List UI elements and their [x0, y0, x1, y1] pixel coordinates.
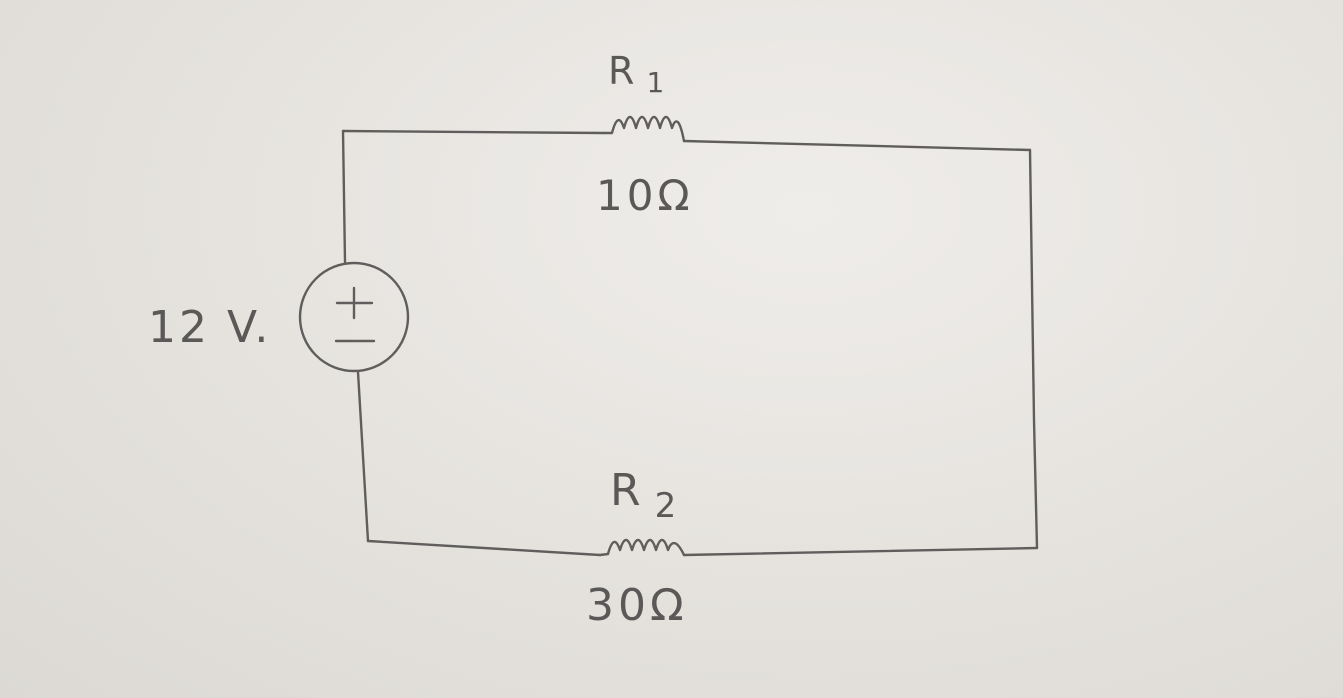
resistor-r2-value: 30Ω	[586, 580, 688, 631]
resistor-r1-value: 10Ω	[596, 171, 694, 220]
wire-top-left	[341, 129, 606, 135]
resistor-r2-name-letter: R	[610, 465, 641, 516]
resistor-r1-name-letter: R	[608, 49, 634, 93]
resistor-r1-name: R 1	[608, 49, 664, 99]
resistor-r2-name-subscript: 2	[655, 486, 677, 526]
wire-left-bottom	[356, 370, 370, 543]
resistor-r2-symbol	[598, 538, 686, 557]
wire-top-right	[682, 139, 1032, 152]
wire-right	[1028, 148, 1039, 550]
resistor-r1-name-subscript: 1	[647, 66, 665, 99]
wire-bottom-left	[366, 539, 602, 557]
voltage-source-label: 12 V.	[148, 302, 271, 353]
resistor-r2-name: R 2	[610, 465, 676, 526]
resistor-r1-symbol	[602, 115, 686, 143]
wire-left-top	[341, 129, 347, 264]
plus-sign	[335, 286, 374, 320]
wire-bottom-right	[682, 546, 1039, 557]
voltage-source-circle	[298, 261, 410, 373]
